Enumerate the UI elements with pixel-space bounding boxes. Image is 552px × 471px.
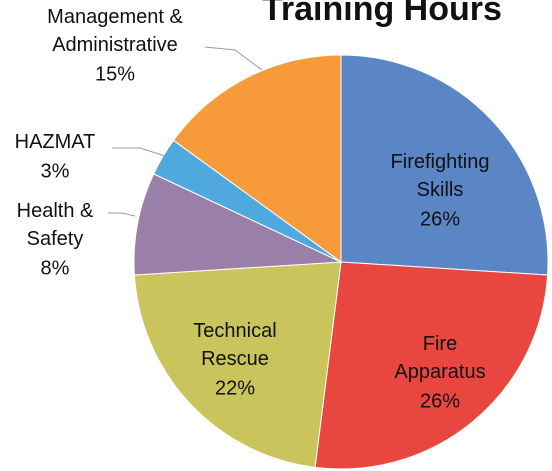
slice-label: Health & Safety: [17, 200, 94, 250]
leader-line: [112, 147, 166, 157]
slice-label: Management & Administrative: [47, 6, 183, 56]
slice-label-line: Technical: [193, 320, 276, 342]
leader-line: [108, 212, 136, 217]
slice-label-line: Firefighting: [391, 151, 490, 173]
value-label: 26%: [420, 208, 460, 230]
pie-slice: [340, 54, 549, 276]
slice-label-line: Rescue: [201, 348, 269, 370]
slice-label-line: Health &: [17, 200, 94, 222]
pie-slice: [133, 173, 342, 276]
value-label: 3%: [41, 160, 70, 182]
slice-label-line: Administrative: [52, 34, 178, 56]
slice-label: HAZMAT: [15, 131, 96, 153]
slice-label-line: HAZMAT: [15, 131, 96, 153]
value-label: 22%: [215, 377, 255, 399]
pie-slice: [172, 54, 342, 263]
slice-label-line: Management &: [47, 6, 183, 28]
slice-label-line: Apparatus: [394, 361, 485, 383]
pie-slice: [133, 261, 342, 468]
slice-label: Technical Rescue: [193, 320, 276, 370]
value-label: 15%: [95, 63, 135, 85]
slice-label-line: Skills: [417, 179, 464, 201]
leader-line: [204, 46, 263, 71]
slice-label: Fire Apparatus: [394, 333, 485, 383]
chart-title: Training Hours: [262, 0, 502, 28]
leader-lines: [108, 46, 263, 217]
slice-label: Firefighting Skills: [391, 151, 490, 201]
value-label: 8%: [41, 257, 70, 279]
pie-slice: [314, 261, 549, 470]
slice-label-line: Safety: [27, 228, 84, 250]
slice-label-line: Fire: [423, 333, 457, 355]
value-label: 26%: [420, 390, 460, 412]
